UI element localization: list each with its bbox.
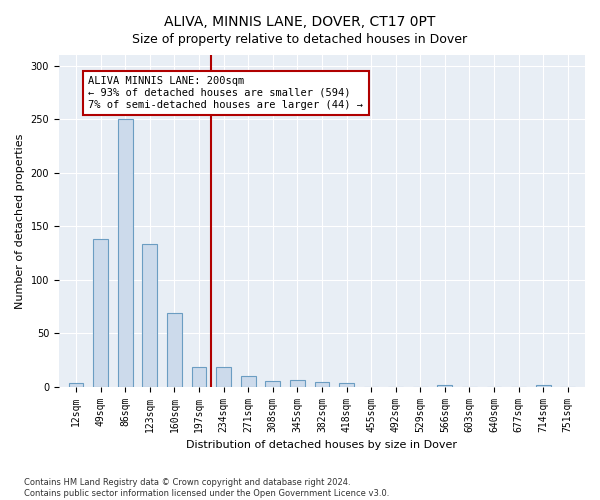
Y-axis label: Number of detached properties: Number of detached properties [15,133,25,308]
Bar [536,384,551,386]
Bar [118,119,133,386]
Bar [142,244,157,386]
Bar [216,368,231,386]
X-axis label: Distribution of detached houses by size in Dover: Distribution of detached houses by size … [187,440,457,450]
Bar [94,239,108,386]
Bar [437,384,452,386]
Text: ALIVA MINNIS LANE: 200sqm
← 93% of detached houses are smaller (594)
7% of semi-: ALIVA MINNIS LANE: 200sqm ← 93% of detac… [88,76,364,110]
Text: Contains HM Land Registry data © Crown copyright and database right 2024.
Contai: Contains HM Land Registry data © Crown c… [24,478,389,498]
Bar [290,380,305,386]
Bar [69,384,83,386]
Text: Size of property relative to detached houses in Dover: Size of property relative to detached ho… [133,32,467,46]
Text: ALIVA, MINNIS LANE, DOVER, CT17 0PT: ALIVA, MINNIS LANE, DOVER, CT17 0PT [164,15,436,29]
Bar [167,313,182,386]
Bar [241,376,256,386]
Bar [314,382,329,386]
Bar [191,368,206,386]
Bar [265,382,280,386]
Bar [339,384,354,386]
